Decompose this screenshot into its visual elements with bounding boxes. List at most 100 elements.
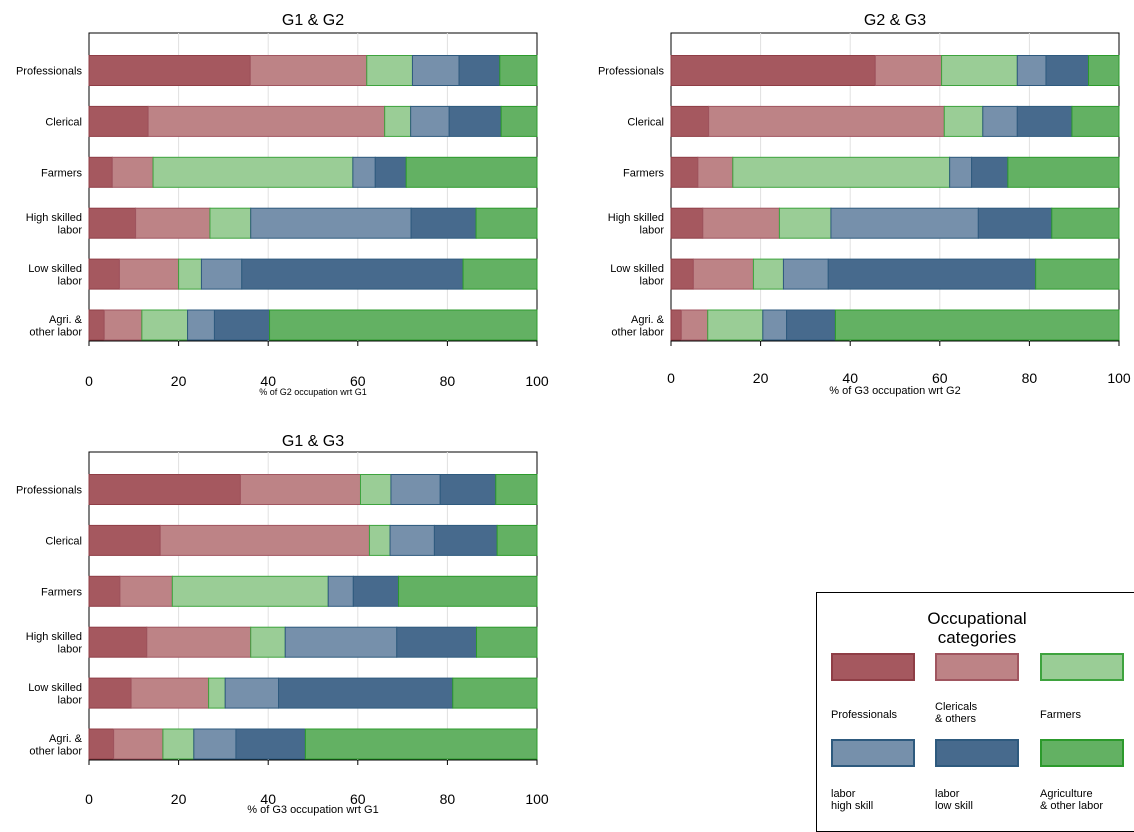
panel-g2-g3-bar-professionals-farmers bbox=[941, 55, 1018, 86]
panel-g2-g3-bar-low-skilled-labor-labor-low-skill bbox=[827, 258, 1037, 290]
panel-g2-g3-bar-professionals-agriculture-other-labor bbox=[1088, 55, 1120, 86]
panel-g1-g3-x-tick-label: 100 bbox=[525, 791, 549, 807]
panel-g2-g3-category-label: Professionals bbox=[598, 66, 665, 78]
panel-g1-g3-bar-farmers-labor-high-skill bbox=[327, 575, 354, 607]
legend-swatch-clericals bbox=[935, 653, 1019, 681]
panel-g2-g3-category-label: Low skilled labor bbox=[610, 263, 664, 288]
panel-g1-g2-bar-high-skilled-labor-professionals bbox=[88, 207, 137, 239]
panel-g1-g2-bar-farmers-clericals-others bbox=[111, 156, 154, 188]
panel-g2-g3-bar-low-skilled-labor-labor-high-skill bbox=[782, 258, 829, 290]
panel-g1-g2-category-label: Clerical bbox=[45, 116, 82, 128]
panel-g2-g3-x-tick-label: 100 bbox=[1107, 370, 1131, 386]
panel-g2-g3-bar-farmers-professionals bbox=[670, 156, 699, 188]
panel-g1-g3-bar-farmers-professionals bbox=[88, 575, 121, 607]
panel-g1-g2-bar-low-skilled-labor-labor-high-skill bbox=[200, 258, 243, 290]
panel-g1-g3-bar-farmers-agriculture-other-labor bbox=[398, 575, 538, 607]
panel-g2-g3-bar-clerical-agriculture-other-labor bbox=[1071, 105, 1120, 137]
panel-g1-g2-x-tick-label: 60 bbox=[350, 373, 366, 389]
panel-g1-g3-bar-high-skilled-labor-agriculture-other-labor bbox=[476, 626, 538, 658]
panel-g1-g3-bar-clerical-agriculture-other-labor bbox=[496, 524, 538, 556]
panel-g1-g3-category-label: Clerical bbox=[45, 535, 82, 547]
panel-g1-g3-x-tick-label: 20 bbox=[171, 791, 187, 807]
panel-g2-g3-bar-clerical-professionals bbox=[670, 105, 710, 137]
panel-g2-g3-bar-high-skilled-labor-professionals bbox=[670, 207, 704, 239]
panel-g2-g3-bar-professionals-professionals bbox=[670, 55, 876, 86]
legend-swatch-labor-high-skill bbox=[831, 739, 915, 767]
legend-swatch-agriculture bbox=[1040, 739, 1124, 767]
legend-swatch-farmers bbox=[1040, 653, 1124, 681]
panel-g1-g2-x-tick-label: 100 bbox=[525, 373, 549, 389]
panel-g1-g3-bar-high-skilled-labor-clericals-others bbox=[146, 626, 252, 658]
panel-g1-g2-x-tick-label: 40 bbox=[260, 373, 276, 389]
panel-g2-g3-x-axis-label: % of G3 occupation wrt G2 bbox=[829, 385, 960, 397]
panel-g1-g2-bar-farmers-labor-low-skill bbox=[374, 156, 407, 188]
panel-g1-g2-bar-high-skilled-labor-farmers bbox=[209, 207, 252, 239]
panel-g2-g3-bar-clerical-farmers bbox=[943, 105, 984, 137]
panel-g1-g3-bar-professionals-professionals bbox=[88, 474, 241, 505]
panel-g1-g3-bar-clerical-professionals bbox=[88, 524, 161, 556]
panel-g2-g3-bar-high-skilled-labor-labor-low-skill bbox=[977, 207, 1053, 239]
panel-g1-g3-bar-professionals-agriculture-other-labor bbox=[495, 474, 538, 505]
panel-g1-g3-title: G1 & G3 bbox=[282, 433, 344, 450]
panel-g1-g2-bar-low-skilled-labor-clericals-others bbox=[118, 258, 180, 290]
panel-g1-g3-bar-farmers-farmers bbox=[171, 575, 329, 607]
legend-swatch-professionals bbox=[831, 653, 915, 681]
panel-g1-g2-x-tick-label: 0 bbox=[85, 373, 93, 389]
panel-g1-g3-bar-low-skilled-labor-agriculture-other-labor bbox=[452, 677, 538, 709]
panel-g1-g2-bar-professionals-clericals-others bbox=[249, 55, 368, 86]
panel-g1-g2-bar-high-skilled-labor-labor-low-skill bbox=[410, 207, 477, 239]
legend-label-professionals: Professionals bbox=[831, 709, 898, 721]
panel-g2-g3-bar-high-skilled-labor-clericals-others bbox=[702, 207, 780, 239]
panel-g1-g2-bar-agri-other-labor-labor-high-skill bbox=[187, 309, 215, 341]
panel-g2-g3-bar-farmers-clericals-others bbox=[697, 156, 734, 188]
panel-g1-g3-bar-farmers-clericals-others bbox=[119, 575, 173, 607]
panel-g2-g3-x-tick-label: 40 bbox=[842, 370, 858, 386]
panel-g1-g3-bar-low-skilled-labor-labor-low-skill bbox=[278, 677, 454, 709]
panel-g1-g3-bar-agri-other-labor-agriculture-other-labor bbox=[304, 728, 538, 760]
panel-g1-g2-bar-clerical-labor-low-skill bbox=[448, 105, 502, 137]
panel-g2-g3-x-tick-label: 60 bbox=[932, 370, 948, 386]
panel-g2-g3-bar-clerical-labor-high-skill bbox=[982, 105, 1018, 137]
panel-g1-g2-category-label: Farmers bbox=[41, 167, 82, 179]
panel-g2-g3-bar-low-skilled-labor-clericals-others bbox=[692, 258, 754, 290]
panel-g1-g2-bar-professionals-labor-high-skill bbox=[411, 55, 460, 86]
panel-g1-g2-bar-clerical-farmers bbox=[384, 105, 412, 137]
panel-g2-g3-bar-professionals-labor-high-skill bbox=[1016, 55, 1047, 86]
panel-g1-g3-x-tick-label: 60 bbox=[350, 791, 366, 807]
panel-g1-g3-x-tick-label: 40 bbox=[260, 791, 276, 807]
panel-g1-g3-bar-clerical-farmers bbox=[368, 524, 391, 556]
panel-g2-g3-bar-agri-other-labor-clericals-others bbox=[680, 309, 709, 341]
panel-g1-g2-title: G1 & G2 bbox=[282, 12, 344, 29]
panel-g2-g3-bar-high-skilled-labor-farmers bbox=[778, 207, 832, 239]
panel-g1-g3-category-label: Low skilled labor bbox=[28, 682, 82, 707]
panel-g1-g2-x-tick-label: 20 bbox=[171, 373, 187, 389]
panel-g1-g3-category-label: High skilled labor bbox=[26, 631, 83, 656]
panel-g1-g3-bar-low-skilled-labor-labor-high-skill bbox=[224, 677, 280, 709]
panel-g1-g2-bar-agri-other-labor-farmers bbox=[141, 309, 189, 341]
panel-g2-g3-bar-farmers-farmers bbox=[732, 156, 951, 188]
panel-g1-g3-x-tick-label: 80 bbox=[440, 791, 456, 807]
panel-g1-g2-bar-farmers-professionals bbox=[88, 156, 113, 188]
panel-g2-g3-bar-agri-other-labor-labor-low-skill bbox=[786, 309, 836, 341]
panel-g1-g3-bar-low-skilled-labor-professionals bbox=[88, 677, 132, 709]
panel-g1-g2-category-label: High skilled labor bbox=[26, 212, 83, 237]
legend-label-clericals: Clericals & others bbox=[935, 701, 978, 725]
legend-title: Occupational categories bbox=[927, 609, 1027, 647]
panel-g2-g3-bar-farmers-labor-high-skill bbox=[949, 156, 973, 188]
panel-g2-g3-x-tick-label: 80 bbox=[1022, 370, 1038, 386]
panel-g2-g3-bar-professionals-clericals-others bbox=[874, 55, 943, 86]
panel-g1-g2-bar-professionals-farmers bbox=[366, 55, 413, 86]
panel-g1-g3-bar-professionals-labor-high-skill bbox=[390, 474, 441, 505]
panel-g2-g3-x-tick-label: 0 bbox=[667, 370, 675, 386]
panel-g1-g3-bar-low-skilled-labor-farmers bbox=[208, 677, 226, 709]
panel-g1-g2-bar-clerical-labor-high-skill bbox=[410, 105, 450, 137]
panel-g1-g3-x-axis-label: % of G3 occupation wrt G1 bbox=[247, 804, 378, 816]
panel-g1-g2-bar-low-skilled-labor-professionals bbox=[88, 258, 120, 290]
panel-g1-g3-bar-agri-other-labor-clericals-others bbox=[113, 728, 164, 760]
panel-g2-g3-category-label: Clerical bbox=[627, 116, 664, 128]
panel-g2-g3-bar-low-skilled-labor-farmers bbox=[752, 258, 784, 290]
panel-g1-g2-bar-professionals-agriculture-other-labor bbox=[499, 55, 538, 86]
panel-g1-g2-bar-agri-other-labor-labor-low-skill bbox=[213, 309, 271, 341]
panel-g2-g3-title: G2 & G3 bbox=[864, 12, 926, 29]
panel-g2-g3-bar-low-skilled-labor-agriculture-other-labor bbox=[1035, 258, 1120, 290]
